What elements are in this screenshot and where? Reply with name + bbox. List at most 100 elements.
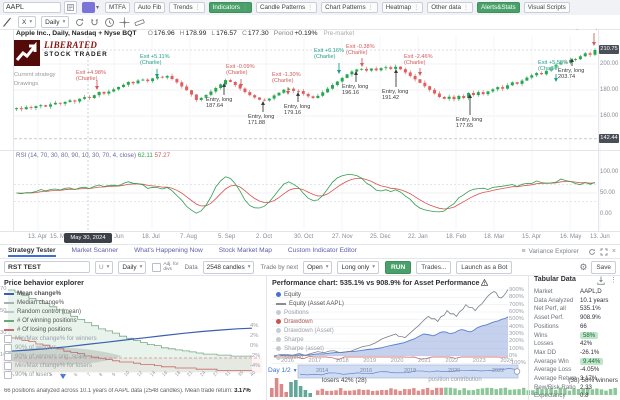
pbe-legend-min-max-change-for-losers[interactable]: Min/Max change% for losers bbox=[4, 361, 97, 370]
perf-legend-drawdown[interactable]: Drawdown bbox=[276, 317, 344, 326]
unit-dropdown[interactable]: U ▾ bbox=[95, 260, 114, 274]
launch-bot-button[interactable]: Launch as a Bot bbox=[456, 260, 513, 274]
toolbar-button-chart-patterns[interactable]: Chart Patterns ⋮ bbox=[321, 2, 378, 13]
rsi-indicator-header[interactable]: RSI (14, 70, 30, 80, 90, 10, 30, 70, 4, … bbox=[16, 152, 170, 159]
perf-legend-sharpe-asset[interactable]: Sharpe (asset) bbox=[276, 344, 344, 353]
tab-strategy-tester[interactable]: Strategy Tester bbox=[8, 247, 56, 257]
tabular-label: Asset Perf. bbox=[534, 314, 564, 322]
chip-menu-dots[interactable]: ⋮ bbox=[463, 4, 470, 11]
perf-legend-drawdown-asset[interactable]: Drawdown (Asset) bbox=[276, 326, 344, 335]
close-icon[interactable]: × bbox=[611, 248, 616, 255]
pbe-legend-median-change[interactable]: Median change% bbox=[4, 298, 97, 307]
ohlc-values: O176.96 H178.99 L176.57 C177.30 bbox=[143, 30, 269, 37]
toolbar-button-other-data[interactable]: Other data ⋮ bbox=[427, 2, 474, 13]
adjust-label: Adj. for divs bbox=[163, 262, 179, 272]
chip-menu-dots[interactable]: ⋮ bbox=[367, 4, 374, 11]
watchlist-icon[interactable] bbox=[64, 1, 77, 14]
pbe-legend-of-winning-positions[interactable]: # Of winning positions bbox=[4, 316, 97, 325]
variance-explorer-label[interactable]: Variance Explorer bbox=[528, 248, 579, 255]
pane-separator[interactable] bbox=[0, 150, 620, 151]
candles-dropdown[interactable]: 2548 candles ▾ bbox=[202, 260, 255, 274]
symbol-input[interactable] bbox=[3, 2, 61, 13]
legend-label: Sortino bbox=[284, 354, 304, 361]
divider bbox=[0, 29, 620, 30]
chip-menu-dots[interactable]: ⋮ bbox=[241, 4, 248, 11]
magnet-icon[interactable] bbox=[89, 17, 100, 28]
perf-legend-sharpe[interactable]: Sharpe bbox=[276, 335, 344, 344]
legend-checkbox[interactable] bbox=[4, 370, 12, 379]
tab-what-s-happening-now[interactable]: What's Happening Now bbox=[134, 246, 203, 254]
tabular-row-asset-perf: Asset Perf. 908.9% bbox=[534, 314, 618, 321]
measure-icon[interactable] bbox=[134, 17, 145, 28]
refresh-icon[interactable] bbox=[588, 248, 596, 256]
pbe-legend-mean-change[interactable]: Mean change% bbox=[4, 289, 97, 298]
pbe-legend-random-control-mean[interactable]: Random control (mean) bbox=[4, 307, 97, 316]
toolbar-button-indicators[interactable]: Indicators ⋮ bbox=[208, 2, 252, 13]
toolbar-button-candle-patterns[interactable]: Candle Patterns ⋮ bbox=[255, 2, 318, 13]
chevron-down-icon[interactable]: ▾ bbox=[96, 5, 100, 11]
crosshair-icon[interactable] bbox=[119, 17, 130, 28]
interval-dropdown[interactable]: X ▾ bbox=[18, 16, 37, 28]
strategy-timeframe-dropdown[interactable]: Daily ▾ bbox=[118, 260, 147, 274]
chip-menu-dots[interactable]: ⋮ bbox=[413, 4, 420, 11]
tab-custom-indicator-editor[interactable]: Custom Indicator Editor bbox=[287, 246, 357, 254]
legend-checkbox[interactable] bbox=[4, 352, 12, 361]
chart-header: Apple Inc., Daily, Nasdaq + Nyse BQT O17… bbox=[16, 30, 354, 37]
minimap-year: 2018 bbox=[404, 368, 417, 374]
toolbar-button-visual-scripts[interactable]: Visual Scripts bbox=[523, 2, 570, 13]
perf-legend-equity-asset-aapl[interactable]: Equity (Asset AAPL) bbox=[276, 299, 344, 308]
legend-label: Equity bbox=[284, 291, 301, 298]
direction-dropdown[interactable]: Long only ▾ bbox=[337, 260, 379, 274]
save-button[interactable]: Save bbox=[591, 260, 616, 274]
adjust-checkbox[interactable] bbox=[152, 262, 162, 272]
pbe-legend-min-max-change-for-winners[interactable]: Min/Max change% for winners bbox=[4, 334, 97, 343]
legend-checkbox[interactable] bbox=[4, 343, 12, 352]
pbe-legend-90-of-winners-orig-scale[interactable]: 90% of winners orig. scale bbox=[4, 352, 97, 361]
menu-icon[interactable]: ≡ bbox=[521, 248, 526, 255]
toolbar-button-mtfa[interactable]: MTFA bbox=[105, 2, 130, 13]
rsi-value-2: 57.27 bbox=[154, 152, 171, 159]
chip-menu-dots[interactable]: ⋮ bbox=[307, 4, 314, 11]
download-icon[interactable] bbox=[597, 276, 605, 285]
toolbar-button-trends[interactable]: Trends ⋮ bbox=[169, 2, 205, 13]
draw-line-tool-icon[interactable] bbox=[2, 16, 12, 28]
perf-legend-positions[interactable]: Positions bbox=[276, 308, 344, 317]
toolbar-button-heatmap[interactable]: Heatmap ⋮ bbox=[381, 2, 424, 13]
layout-icon[interactable] bbox=[82, 2, 95, 13]
chip-menu-dots[interactable]: ⋮ bbox=[194, 4, 201, 11]
tab-market-scanner[interactable]: Market Scanner bbox=[71, 246, 119, 254]
pbe-left-tick: 70 bbox=[0, 286, 7, 292]
legend-checkbox[interactable] bbox=[4, 361, 12, 370]
clock-icon[interactable] bbox=[104, 17, 115, 28]
toolbar-button-alerts-stats[interactable]: Alerts&Stats bbox=[477, 2, 520, 13]
run-button[interactable]: RUN bbox=[384, 260, 412, 274]
perf-legend-sortino[interactable]: Sortino bbox=[276, 353, 344, 362]
gear-icon[interactable]: ⚙ bbox=[579, 261, 588, 272]
chevron-down-icon: ▾ bbox=[29, 19, 33, 25]
kebab-menu-icon[interactable]: ⋮ bbox=[610, 277, 617, 284]
perf-year-tick: 2020 bbox=[390, 358, 404, 364]
pbe-legend-90-of-winners[interactable]: 90% of winners bbox=[4, 343, 97, 352]
pbe-legend-of-losing-positions[interactable]: # Of losing positions bbox=[4, 325, 97, 334]
page-selector[interactable]: Day 1/2 ▼ bbox=[268, 367, 298, 374]
refresh-icon[interactable] bbox=[74, 17, 85, 28]
legend-checkbox[interactable] bbox=[4, 334, 12, 343]
perf-right-tick: 100% bbox=[509, 345, 524, 352]
expand-icon[interactable] bbox=[600, 248, 608, 256]
legend-drawings[interactable]: Drawings bbox=[14, 81, 39, 87]
ohlc-key: C bbox=[241, 30, 247, 37]
tabular-row-market: Market AAPL,D bbox=[534, 288, 618, 295]
divider bbox=[598, 29, 599, 232]
legend-current-strategy[interactable]: Current strategy bbox=[14, 72, 56, 78]
pbe-legend-90-of-losers[interactable]: 90% of losers bbox=[4, 370, 97, 379]
trade-by-dropdown[interactable]: Open ▾ bbox=[303, 260, 333, 274]
toolbar-button-auto-fib[interactable]: Auto Fib bbox=[133, 2, 166, 13]
chevron-down-icon: ▾ bbox=[62, 19, 66, 25]
timeframe-dropdown[interactable]: Daily ▾ bbox=[41, 16, 70, 28]
trades-button[interactable]: Trades... bbox=[416, 260, 452, 274]
tab-stock-market-map[interactable]: Stock Market Map bbox=[218, 246, 272, 254]
timeframe-value: Daily bbox=[45, 18, 60, 26]
strategy-name-input[interactable] bbox=[4, 261, 90, 273]
perf-legend-equity[interactable]: Equity bbox=[276, 290, 344, 299]
